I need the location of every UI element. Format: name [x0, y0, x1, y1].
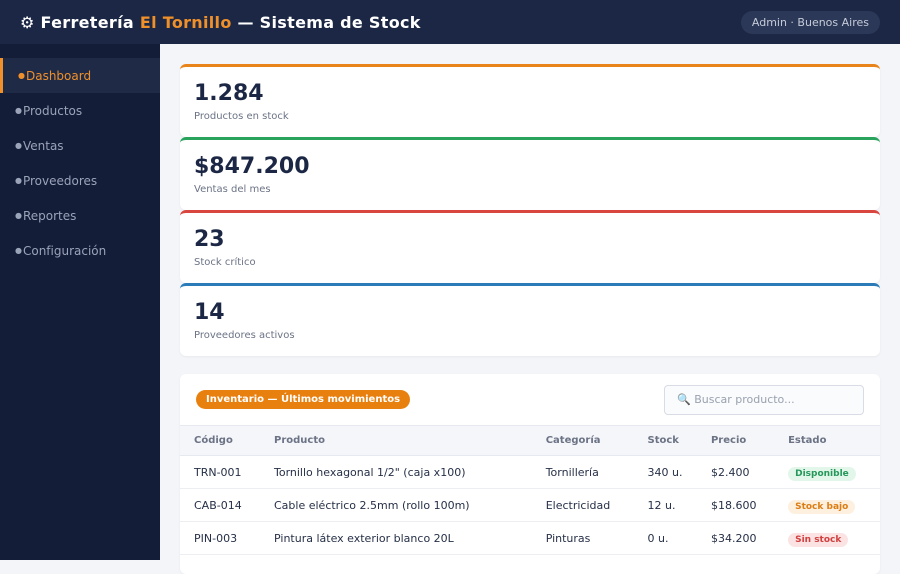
table-cell: Electricidad	[531, 488, 634, 522]
top-bar: ⚙ Ferretería El Tornillo — Sistema de St…	[0, 0, 900, 44]
title-text: Ferretería	[40, 12, 134, 32]
stat-label: Proveedores activos	[194, 330, 295, 341]
table-cell: Stock bajo	[774, 488, 880, 522]
nav-bullet: ●	[15, 211, 22, 220]
table-cell: Tornillo hexagonal 1/2" (caja x100)	[260, 455, 532, 489]
inventory-panel: Inventario — Últimos movimientos 🔍 Busca…	[180, 374, 880, 574]
nav-label: Reportes	[22, 208, 77, 223]
search-input[interactable]: 🔍 Buscar producto...	[664, 384, 864, 415]
status-badge: Sin stock	[788, 532, 849, 547]
table-row[interactable]: TRN-001 Tornillo hexagonal 1/2" (caja x10…	[180, 455, 880, 489]
table-row[interactable]: CAB-014 Cable eléctrico 2.5mm (rollo 100m…	[180, 488, 880, 522]
app-title: ⚙ Ferretería El Tornillo — Sistema de St…	[20, 13, 421, 32]
stat-value: 23	[194, 227, 225, 252]
stat-card: 1.284 Productos en stock	[180, 64, 880, 137]
nav-bullet: ●	[15, 141, 22, 150]
nav-item[interactable]: ● Proveedores	[0, 163, 160, 198]
table-cell: $18.600	[696, 488, 775, 522]
table-body: TRN-001 Tornillo hexagonal 1/2" (caja x10…	[180, 455, 880, 555]
user-badge[interactable]: Admin · Buenos Aires	[740, 10, 880, 34]
table-cell: TRN-001	[180, 455, 260, 489]
status-badge: Disponible	[788, 466, 856, 481]
stat-card: 23 Stock crítico	[180, 210, 880, 283]
column-header: Precio	[696, 425, 775, 456]
stat-value: $847.200	[194, 154, 310, 179]
stat-label: Productos en stock	[194, 111, 289, 122]
nav-label: Proveedores	[22, 173, 98, 188]
table-cell: Sin stock	[774, 521, 880, 555]
table-cell: $2.400	[696, 455, 775, 489]
nav-item[interactable]: ● Dashboard	[0, 58, 160, 93]
nav-label: Configuración	[22, 243, 107, 258]
table-cell: CAB-014	[180, 488, 260, 522]
stat-card: $847.200 Ventas del mes	[180, 137, 880, 210]
stat-value: 14	[194, 300, 225, 325]
panel-title: Inventario — Últimos movimientos	[196, 390, 411, 409]
table-cell: 12 u.	[633, 488, 697, 522]
column-header: Categoría	[531, 425, 634, 456]
nav-label: Productos	[22, 103, 83, 118]
column-header: Código	[180, 425, 260, 456]
column-header: Estado	[774, 425, 880, 456]
status-badge: Stock bajo	[788, 499, 856, 514]
nav-bullet: ●	[15, 106, 22, 115]
logo-icon: ⚙	[20, 12, 35, 32]
nav-label: Ventas	[22, 138, 64, 153]
stat-label: Ventas del mes	[194, 184, 271, 195]
panel-header: Inventario — Últimos movimientos 🔍 Busca…	[180, 374, 880, 425]
table-cell: $34.200	[696, 521, 775, 555]
nav-label: Dashboard	[25, 68, 92, 83]
inventory-table: Código Producto Categoría Stock Precio Estado…	[180, 425, 880, 555]
sidebar: ● Dashboard ● Productos ● Ventas ● Proveedores ●…	[0, 44, 160, 560]
table-cell: Cable eléctrico 2.5mm (rollo 100m)	[260, 488, 532, 522]
column-header: Stock	[633, 425, 697, 456]
stat-value: 1.284	[194, 81, 264, 106]
table-cell: PIN-003	[180, 521, 260, 555]
stat-card: 14 Proveedores activos	[180, 283, 880, 356]
nav-bullet: ●	[18, 71, 25, 80]
nav-bullet: ●	[15, 176, 22, 185]
column-header: Producto	[260, 425, 532, 456]
nav-item[interactable]: ● Ventas	[0, 128, 160, 163]
table-cell: Pintura látex exterior blanco 20L	[260, 521, 532, 555]
nav-item[interactable]: ● Configuración	[0, 233, 160, 268]
stat-label: Stock crítico	[194, 257, 256, 268]
nav-item[interactable]: ● Reportes	[0, 198, 160, 233]
table-cell: 0 u.	[633, 521, 697, 555]
nav-bullet: ●	[15, 246, 22, 255]
header-row: Código Producto Categoría Stock Precio Estado	[180, 425, 880, 456]
table-cell: 340 u.	[633, 455, 697, 489]
table-row[interactable]: PIN-003 Pintura látex exterior blanco 20L…	[180, 521, 880, 555]
table-cell: Disponible	[774, 455, 880, 489]
title-accent: El Tornillo	[139, 12, 232, 32]
nav-item[interactable]: ● Productos	[0, 93, 160, 128]
title-text: — Sistema de Stock	[237, 12, 421, 32]
table-cell: Tornillería	[531, 455, 634, 489]
table-cell: Pinturas	[531, 521, 634, 555]
